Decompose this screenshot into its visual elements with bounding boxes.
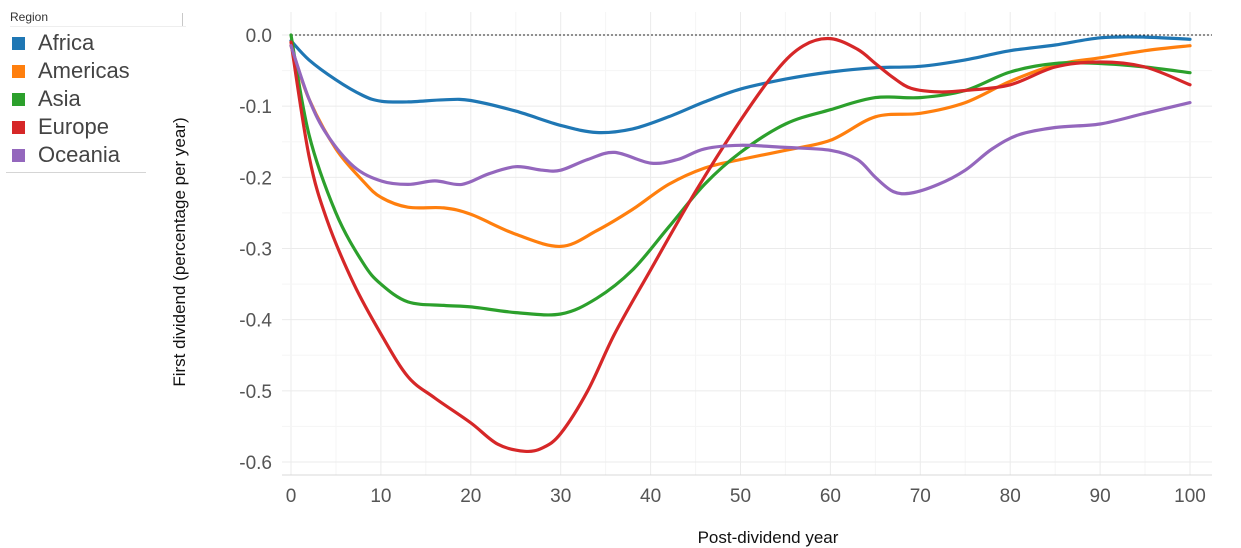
series-layer (289, 33, 1192, 454)
legend-item-europe[interactable]: Europe (12, 114, 182, 140)
y-tick-label: -0.2 (239, 168, 272, 189)
legend-label-africa: Africa (38, 30, 95, 55)
legend-label-asia: Asia (38, 86, 81, 111)
legend-label-americas: Americas (38, 58, 130, 83)
series-line-europe[interactable] (289, 36, 1192, 454)
x-tick-label: 90 (1090, 486, 1111, 507)
series-line-africa[interactable] (289, 35, 1192, 135)
y-tick-label: -0.6 (239, 453, 272, 474)
legend-item-americas[interactable]: Americas (12, 58, 182, 84)
legend-header-divider (10, 26, 186, 27)
legend-swatch-oceania (12, 149, 25, 162)
legend-swatch-asia (12, 93, 25, 106)
x-tick-label: 70 (910, 486, 931, 507)
series-line-americas[interactable] (289, 44, 1192, 249)
series-line-asia[interactable] (289, 33, 1192, 317)
legend-item-africa[interactable]: Africa (12, 30, 182, 56)
legend-title: Region (10, 10, 49, 24)
legend-swatch-africa (12, 37, 25, 50)
legend-bottom-divider (6, 172, 146, 173)
y-tick-label: -0.1 (239, 97, 272, 118)
legend-item-asia[interactable]: Asia (12, 86, 182, 112)
x-tick-label: 40 (640, 486, 661, 507)
y-tick-label: -0.4 (239, 311, 272, 332)
x-axis-title: Post-dividend year (698, 528, 839, 547)
y-tick-label: -0.5 (239, 382, 272, 403)
y-tick-labels: 0.0 -0.1 -0.2 -0.3 -0.4 -0.5 -0.6 (239, 26, 272, 474)
y-tick-label: 0.0 (246, 26, 272, 47)
legend-swatch-europe (12, 121, 25, 134)
series-line-oceania[interactable] (289, 44, 1192, 196)
legend-swatch-americas (12, 65, 25, 78)
x-tick-label: 10 (370, 486, 391, 507)
x-tick-label: 0 (286, 486, 297, 507)
grid (282, 12, 1212, 475)
x-tick-label: 100 (1174, 486, 1206, 507)
x-tick-label: 80 (1000, 486, 1021, 507)
legend-label-oceania: Oceania (38, 142, 120, 167)
x-tick-label: 60 (820, 486, 841, 507)
legend: Region Africa Americas Asia Europe Ocean… (6, 8, 186, 173)
legend-resize-handle[interactable] (182, 13, 183, 26)
y-axis-title: First dividend (percentage per year) (170, 117, 189, 386)
x-tick-label: 50 (730, 486, 751, 507)
x-tick-label: 20 (460, 486, 481, 507)
x-tick-labels: 0 10 20 30 40 50 60 70 80 90 100 (286, 486, 1206, 507)
legend-label-europe: Europe (38, 114, 109, 139)
x-tick-label: 30 (550, 486, 571, 507)
legend-item-oceania[interactable]: Oceania (12, 142, 182, 168)
y-tick-label: -0.3 (239, 240, 272, 261)
